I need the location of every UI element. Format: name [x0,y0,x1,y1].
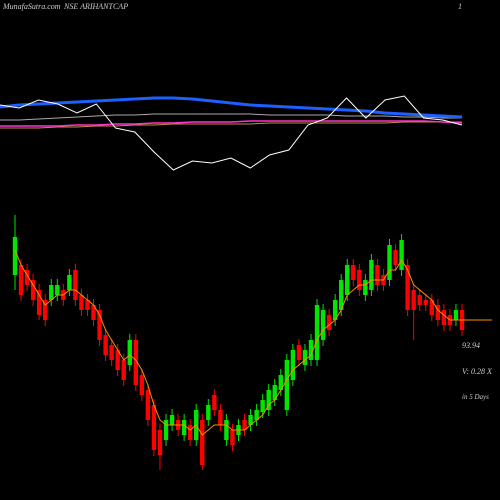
candle-body [399,240,404,270]
candle-body [67,275,72,290]
candle-body [375,265,380,285]
candle-body [187,425,193,440]
candle-body [212,395,217,410]
candle-body [242,420,247,430]
candle-body [363,280,368,295]
candle-body [266,390,271,410]
candle-body [49,285,54,300]
indicator-line [0,113,462,121]
candle-body [73,270,78,300]
corner-label: 1 [458,2,462,11]
candle-body [260,400,265,412]
candle-body [139,375,145,395]
candle-body [151,405,157,450]
candle-body [429,300,434,315]
candle-body [405,265,410,310]
candle-body [200,420,205,465]
candle-body [133,340,139,385]
candle-body [230,430,235,445]
candle-body [103,335,108,355]
candle-body [393,250,398,265]
candle-body [224,420,229,440]
candle-body [272,385,277,400]
chart-title: NSE ARIHANTCAP [63,2,128,11]
candle-body [296,345,302,360]
candle-body [302,350,308,365]
candle-body [85,300,90,310]
volume-label: V: 0.28 X [462,367,493,376]
indicator-line [0,121,462,129]
candle-body [79,295,84,310]
candle-body [97,310,102,340]
candle-body [320,310,326,340]
candle-body [43,300,48,320]
indicator-line [0,95,463,171]
candle-body [326,315,332,330]
candle-body [254,410,259,420]
candle-body [121,360,126,380]
candle-body [127,340,132,365]
candle-body [369,260,374,290]
candle-body [338,280,344,310]
candle-body [417,295,422,305]
candle-body [36,290,42,315]
candle-body [357,270,362,290]
candle-body [18,265,24,295]
candle-body [91,305,96,320]
candle-body [115,350,120,370]
candle-body [308,340,314,360]
candle-body [145,390,151,420]
indicator-line [0,96,463,119]
candle-body [12,237,18,275]
candle-body [278,375,283,390]
candle-body [157,430,163,455]
candle-body [314,305,320,360]
candle-body [441,310,447,325]
candle-body [24,270,30,285]
candle-body [218,410,223,425]
candle-body [55,285,60,295]
candle-body [423,300,428,305]
watermark: MunafaSutra.com [2,2,61,11]
moving-average [14,249,462,436]
period-label: in 5 Days [462,393,489,401]
candle-body [435,305,441,320]
candle-body [109,345,114,360]
indicator-line [0,120,463,127]
candle-body [351,265,356,280]
candle-body [387,245,392,280]
candle-body [332,300,338,320]
price-label: 93.94 [462,341,480,350]
candle-body [181,420,187,435]
candle-body [248,415,253,425]
candle-body [163,420,169,440]
candle-body [345,265,350,295]
candle-body [169,415,175,425]
candle-body [30,280,36,300]
candle-body [290,350,296,380]
candle-body [453,310,459,320]
candle-body [411,290,416,310]
candle-body [284,360,290,410]
candle-body [206,405,211,420]
